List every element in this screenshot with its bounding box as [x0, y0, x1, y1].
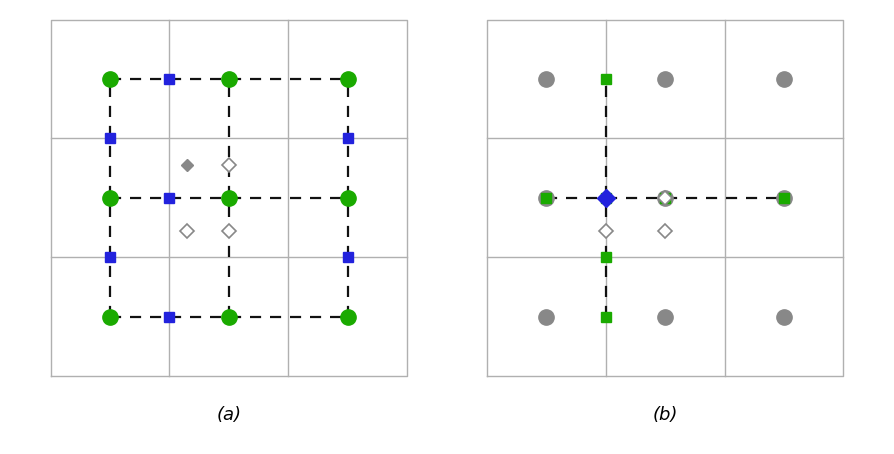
- Text: (a): (a): [216, 406, 241, 424]
- Text: (b): (b): [653, 406, 678, 424]
